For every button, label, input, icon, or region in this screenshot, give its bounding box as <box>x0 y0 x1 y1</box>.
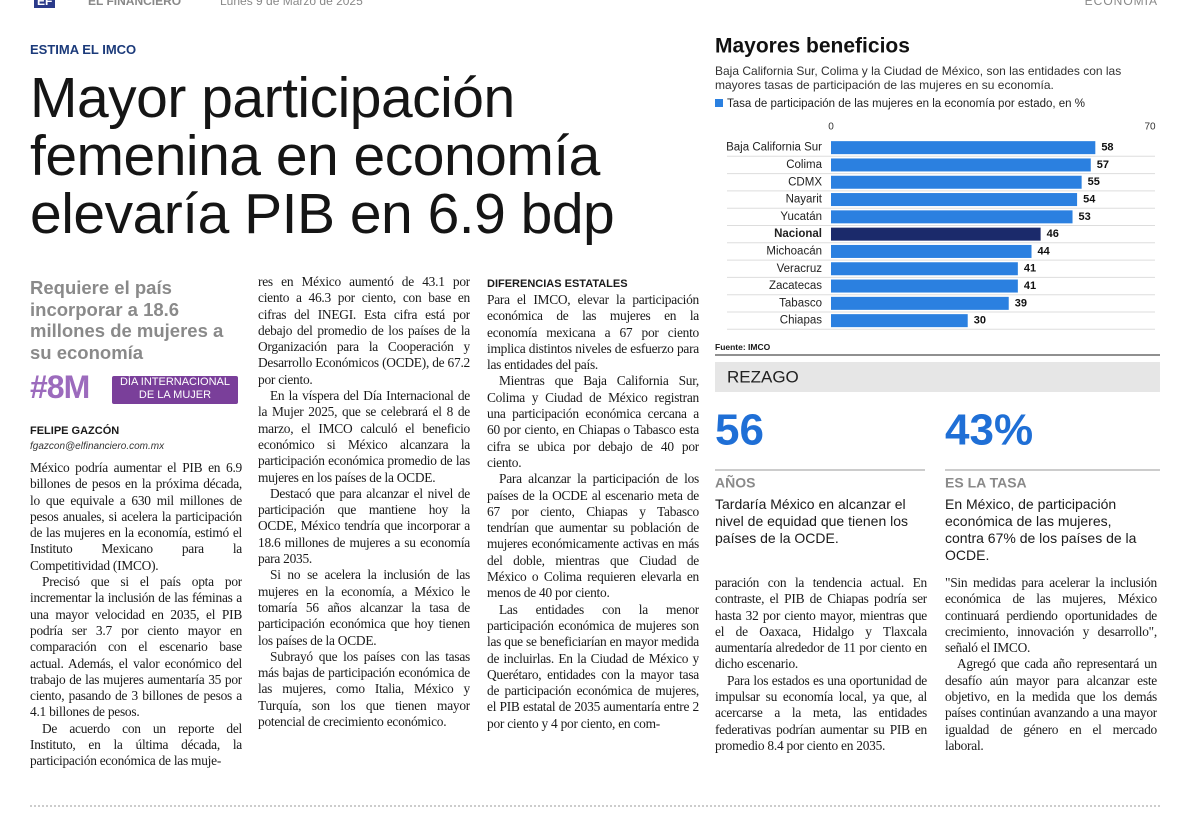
chart-source: Fuente: IMCO <box>715 342 771 352</box>
category-label: Colima <box>786 159 822 171</box>
fact-label: AÑOS <box>715 474 755 491</box>
column: paración con la tendencia actual. En con… <box>715 575 927 785</box>
bar <box>831 193 1078 207</box>
headline-line: femenina en economía <box>30 124 600 188</box>
byline: FELIPE GAZCÓN <box>30 425 120 437</box>
headline-line: Mayor participación <box>30 66 515 130</box>
fact-label: ES LA TASA <box>945 475 1027 491</box>
bar <box>831 296 1009 310</box>
fact-number: 56 <box>715 406 764 455</box>
category-label: Tabasco <box>779 297 822 309</box>
x-tick-label: 0 <box>828 122 834 133</box>
value-label: 44 <box>1038 245 1051 257</box>
date: Lunes 9 de Marzo de 2025 <box>220 0 363 8</box>
badge-label: DÍA INTERNACIONAL DE LA MUJER <box>112 376 238 404</box>
column: "Sin medidas para acelerar la inclusión … <box>945 575 1157 785</box>
category-label: Veracruz <box>777 263 823 275</box>
paragraph: Mientras que Baja California Sur, Colima… <box>487 373 699 470</box>
chart-title: Mayores beneficios <box>715 35 910 58</box>
column: res en México aumentó de 43.1 por ciento… <box>258 274 470 784</box>
paragraph: En la víspera del Día Internacional de l… <box>258 388 470 485</box>
value-label: 46 <box>1047 228 1059 240</box>
paragraph: paración con la tendencia actual. En con… <box>715 575 927 672</box>
paper-name: EL FINANCIERO <box>88 0 182 8</box>
bar <box>831 141 1096 155</box>
badge-tag: #8M <box>30 369 90 405</box>
value-label: 55 <box>1088 176 1100 188</box>
value-label: 53 <box>1079 211 1091 223</box>
fact-text: Tardaría México en alcanzar el nivel de … <box>715 496 909 546</box>
value-label: 41 <box>1024 280 1036 292</box>
value-label: 39 <box>1015 297 1027 309</box>
category-label: Michoacán <box>766 245 822 257</box>
value-label: 57 <box>1097 159 1109 171</box>
bar <box>831 175 1082 189</box>
category-label: Yucatán <box>780 211 822 223</box>
value-label: 41 <box>1024 263 1036 275</box>
section: ECONOMÍA <box>1084 0 1158 8</box>
subhead: Requiere el país incorporar a 18.6 millo… <box>30 277 224 363</box>
fact-number: 43% <box>945 406 1033 455</box>
category-label: Zacatecas <box>769 280 822 292</box>
fact-text: En México, de participación económica de… <box>945 496 1137 563</box>
kicker: ESTIMA EL IMCO <box>30 42 137 57</box>
category-label: Nacional <box>774 228 822 240</box>
badge-text: DÍA INTERNACIONAL <box>119 376 231 388</box>
paragraph: Destacó que para alcanzar el nivel de pa… <box>258 485 470 567</box>
value-label: 58 <box>1101 142 1113 154</box>
category-label: Nayarit <box>786 194 823 206</box>
paragraph: Precisó que si el país opta por incremen… <box>30 574 242 720</box>
value-label: 54 <box>1083 193 1096 205</box>
paragraph: Las entidades con la menor participación… <box>487 601 699 731</box>
headline-line: elevaría PIB en 6.9 bdp <box>30 182 615 246</box>
category-label: Chiapas <box>780 315 822 327</box>
paragraph: Subrayó que los países con las tasas más… <box>258 648 470 730</box>
badge: #8M DÍA INTERNACIONAL DE LA MUJER <box>30 370 240 404</box>
masthead: EF EL FINANCIERO Lunes 9 de Marzo de 202… <box>30 0 1160 8</box>
category-label: Baja California Sur <box>726 142 822 154</box>
chart-axis-label: Tasa de participación de las mujeres en … <box>715 98 1085 110</box>
email: fgazcon@elfinanciero.com.mx <box>30 441 165 452</box>
bar <box>831 158 1091 172</box>
bar <box>831 210 1073 224</box>
badge-text: DE LA MUJER <box>138 389 212 401</box>
rezago-title: REZAGO <box>727 367 799 386</box>
bar <box>831 279 1018 293</box>
column: México podría aumentar el PIB en 6.9 bil… <box>30 460 242 790</box>
paragraph: Agregó que cada año representará un desa… <box>945 656 1157 753</box>
bar <box>831 314 968 328</box>
category-label: CDMX <box>788 176 822 188</box>
paragraph: "Sin medidas para acelerar la inclusión … <box>945 575 1157 656</box>
paragraph: res en México aumentó de 43.1 por ciento… <box>258 274 470 387</box>
bar <box>831 262 1018 276</box>
rezago-band <box>715 362 1160 392</box>
paragraph: Si no se acelera la inclusión de las muj… <box>258 567 470 648</box>
bar <box>831 244 1032 258</box>
bar <box>831 227 1041 241</box>
paragraph: Para los estados es una oportunidad de i… <box>715 672 927 753</box>
value-label: 30 <box>974 315 986 327</box>
legend-swatch <box>715 99 723 107</box>
x-tick-label: 70 <box>1144 122 1156 133</box>
paragraph: Para alcanzar la participación de los pa… <box>487 471 699 601</box>
subheading: DIFERENCIAS ESTATALES <box>487 278 628 290</box>
paragraph: De acuerdo con un reporte del Instituto,… <box>30 720 242 769</box>
paragraph: Para el IMCO, elevar la participación ec… <box>487 292 699 373</box>
axis-label: Tasa de participación de las mujeres en … <box>727 98 1085 110</box>
chart-subtitle: Baja California Sur, Colima y la Ciudad … <box>715 64 1122 92</box>
logo: EF <box>34 0 56 8</box>
column: Para el IMCO, elevar la participación ec… <box>487 292 699 784</box>
paragraph: México podría aumentar el PIB en 6.9 bil… <box>30 460 242 573</box>
